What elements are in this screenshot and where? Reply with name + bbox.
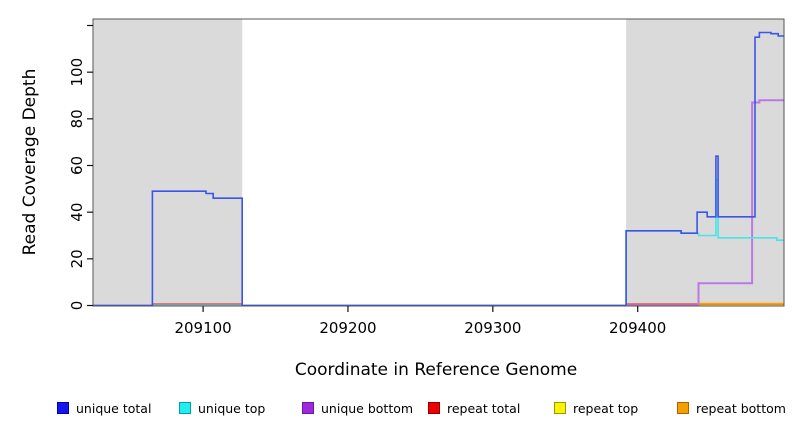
legend-item-repeat-top: repeat top — [554, 400, 638, 416]
shaded-region — [93, 19, 243, 306]
legend-item-unique-bottom: unique bottom — [302, 400, 413, 416]
legend-item-repeat-bottom: repeat bottom — [677, 400, 786, 416]
x-tick-label: 209200 — [319, 319, 376, 337]
legend-label: unique bottom — [321, 400, 414, 416]
y-tick-label: 20 — [68, 249, 86, 268]
y-axis-title: Read Coverage Depth — [20, 68, 40, 256]
legend-label: repeat bottom — [696, 400, 786, 416]
unique-total-swatch-icon — [57, 402, 69, 414]
legend-item-repeat-total: repeat total — [428, 400, 520, 416]
repeat-bottom-swatch-icon — [677, 402, 689, 414]
legend: unique total unique top unique bottom re… — [0, 400, 792, 418]
y-tick-label: 0 — [68, 301, 86, 311]
legend-label: repeat top — [573, 400, 639, 416]
y-tick-label: 100 — [68, 58, 86, 87]
series-unique-total — [93, 31, 784, 307]
legend-label: repeat total — [447, 400, 521, 416]
series-unique-bottom — [93, 99, 784, 307]
x-tick-label: 209100 — [174, 319, 231, 337]
plot-border — [92, 18, 785, 307]
repeat-top-swatch-icon — [554, 402, 566, 414]
x-tick-label: 209400 — [609, 319, 666, 337]
x-tick-label: 209300 — [464, 319, 521, 337]
unique-top-swatch-icon — [179, 402, 191, 414]
repeat-total-swatch-icon — [428, 402, 440, 414]
unique-bottom-swatch-icon — [302, 402, 314, 414]
legend-item-unique-top: unique top — [179, 400, 265, 416]
x-axis-title: Coordinate in Reference Genome — [294, 360, 578, 380]
legend-label: unique total — [76, 400, 152, 416]
legend-item-unique-total: unique total — [57, 400, 151, 416]
shaded-region — [626, 19, 784, 306]
y-tick-label: 40 — [68, 203, 86, 222]
legend-label: unique top — [198, 400, 266, 416]
y-tick-label: 60 — [68, 156, 86, 175]
y-tick-label: 80 — [68, 109, 86, 128]
